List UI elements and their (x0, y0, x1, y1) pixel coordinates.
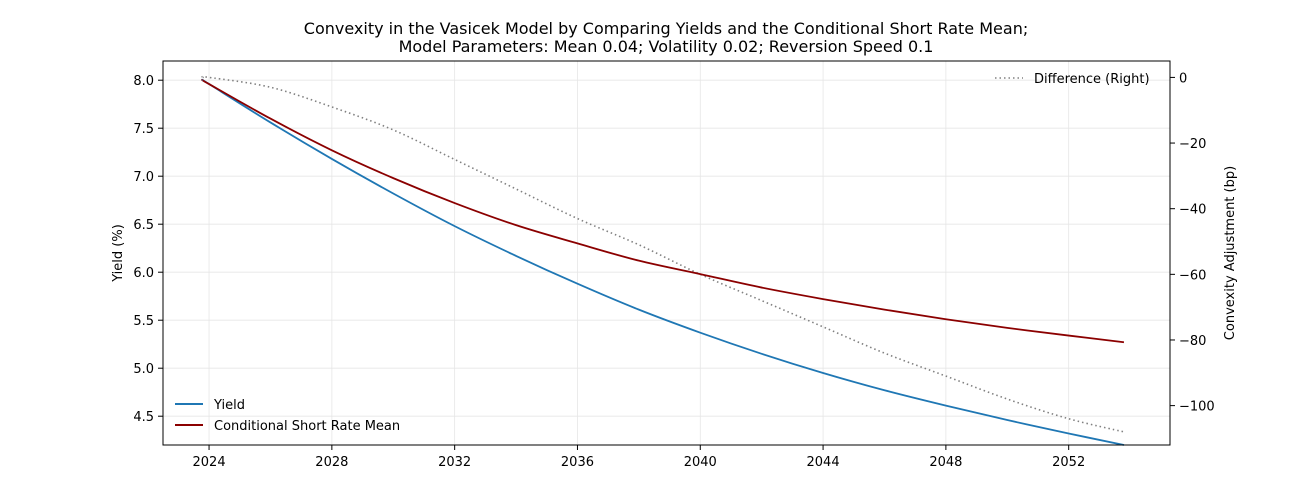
grid (163, 61, 1170, 445)
x-tick-label: 2028 (315, 455, 348, 470)
legend-label-yield: Yield (213, 398, 245, 413)
plot-frame (162, 60, 1171, 446)
y-tick-label-left: 7.5 (133, 122, 154, 137)
y-tick-label-left: 5.5 (133, 314, 154, 329)
y-tick-label-right: −60 (1179, 268, 1206, 283)
y-tick-label-left: 6.5 (133, 218, 154, 233)
y-tick-label-left: 4.5 (133, 410, 154, 425)
plot-series (201, 75, 1125, 446)
y-tick-label-left: 8.0 (133, 74, 154, 89)
x-tick-label: 2036 (561, 455, 594, 470)
chart-title: Convexity in the Vasicek Model by Compar… (304, 19, 1028, 38)
axes: 2024 2028 2032 2036 2040 2044 2048 2052 4.5 5.0 5.… (133, 71, 1214, 470)
series-line-yield (201, 78, 1125, 446)
series-line-difference-right (201, 75, 1125, 433)
y-tick-label-right: −100 (1179, 400, 1215, 415)
y-tick-label-right: −40 (1179, 203, 1206, 218)
x-tick-label: 2032 (438, 455, 471, 470)
x-tick-label: 2024 (193, 455, 226, 470)
x-tick-label: 2044 (807, 455, 840, 470)
series-line-conditional-short-rate-mean (201, 79, 1125, 344)
y-axis-label-left: Yield (%) (111, 224, 126, 283)
chart-subtitle: Model Parameters: Mean 0.04; Volatility … (399, 37, 934, 56)
x-tick-label: 2040 (684, 455, 717, 470)
legend-left: Yield Conditional Short Rate Mean (175, 398, 400, 434)
x-tick-label: 2052 (1052, 455, 1085, 470)
legend-label-short-rate-mean: Conditional Short Rate Mean (214, 419, 400, 434)
x-tick-label: 2048 (929, 455, 962, 470)
y-tick-label-left: 6.0 (133, 266, 154, 281)
y-tick-label-right: −20 (1179, 137, 1206, 152)
y-axis-label-right: Convexity Adjustment (bp) (1223, 166, 1238, 340)
legend-right: Difference (Right) (995, 72, 1150, 87)
y-tick-label-left: 7.0 (133, 170, 154, 185)
y-tick-label-left: 5.0 (133, 362, 154, 377)
y-tick-label-right: 0 (1179, 71, 1187, 86)
legend-label-difference: Difference (Right) (1034, 72, 1150, 87)
y-tick-label-right: −80 (1179, 334, 1206, 349)
